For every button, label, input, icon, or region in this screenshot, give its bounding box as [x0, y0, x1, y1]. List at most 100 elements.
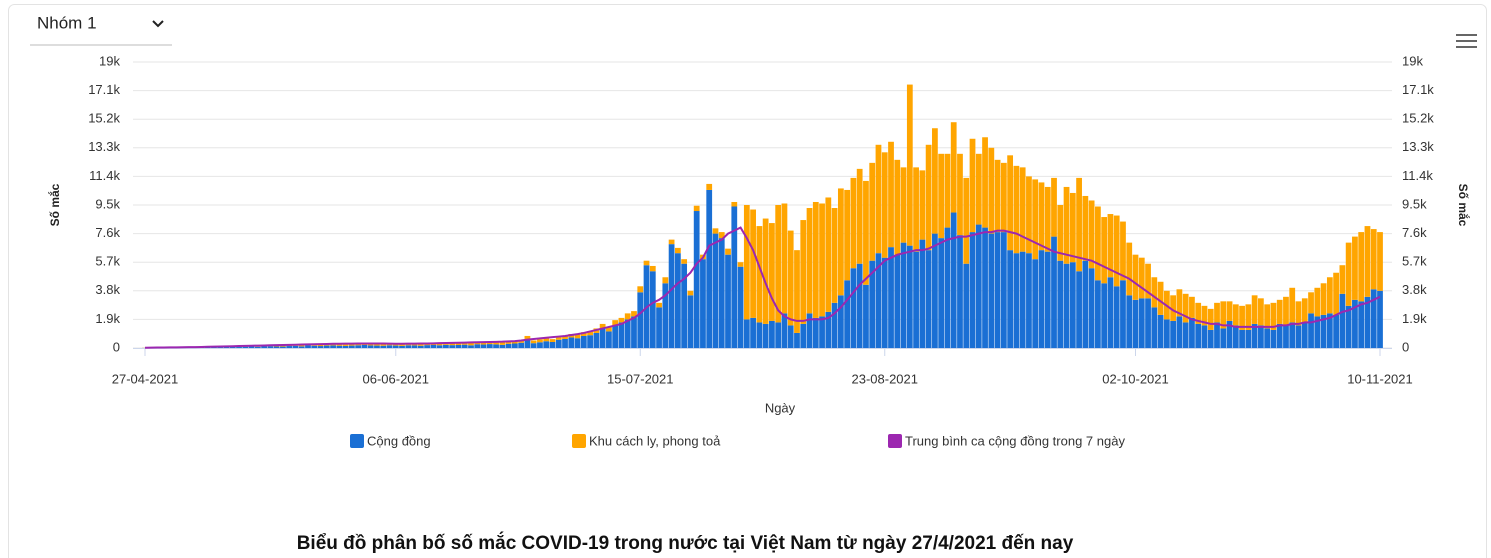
- bar: [336, 345, 343, 348]
- bar: [1000, 232, 1007, 348]
- bar: [825, 311, 832, 348]
- bar: [1069, 192, 1076, 263]
- bar: [982, 137, 988, 228]
- bar: [637, 292, 644, 348]
- bar: [1314, 287, 1321, 317]
- y-tick-label: 17.1k: [88, 82, 120, 97]
- bar: [606, 331, 612, 348]
- bar: [543, 338, 550, 342]
- dropdown-chevron[interactable]: [152, 20, 164, 28]
- bar: [606, 326, 612, 332]
- bar: [1126, 295, 1133, 348]
- bar: [1032, 179, 1039, 260]
- bar: [1107, 214, 1114, 278]
- bar: [342, 344, 349, 346]
- bar: [1095, 206, 1101, 281]
- bar: [1082, 195, 1089, 261]
- bar: [499, 342, 506, 345]
- bar: [1201, 305, 1208, 326]
- bar: [957, 153, 963, 236]
- bar: [1195, 302, 1202, 324]
- dropdown-label[interactable]: Nhóm 1: [37, 13, 97, 32]
- bar: [417, 343, 424, 346]
- bar: [392, 345, 399, 348]
- bar: [668, 239, 675, 245]
- bar: [1264, 304, 1271, 329]
- bar: [305, 345, 311, 348]
- bar: [1101, 217, 1108, 284]
- bar: [649, 265, 656, 272]
- bar: [856, 263, 863, 348]
- bar: [1013, 253, 1020, 348]
- bar: [486, 344, 493, 348]
- bar: [1007, 155, 1014, 251]
- y2-tick-label: 13.3k: [1402, 139, 1434, 154]
- bar: [881, 257, 888, 348]
- bar: [574, 334, 581, 339]
- bar: [468, 343, 474, 346]
- bar: [994, 159, 1001, 233]
- bar: [1258, 298, 1264, 326]
- bar: [348, 345, 355, 348]
- bar: [900, 242, 907, 348]
- bar: [1264, 328, 1271, 348]
- bar: [637, 286, 644, 293]
- bar: [411, 345, 418, 348]
- y-tick-label: 5.7k: [95, 254, 120, 269]
- bar: [1176, 289, 1183, 317]
- bar: [950, 122, 957, 213]
- bar: [787, 230, 794, 326]
- bar: [662, 283, 669, 348]
- bar: [1088, 268, 1095, 348]
- bar: [273, 346, 280, 348]
- bar: [800, 323, 807, 348]
- bar: [1000, 162, 1007, 233]
- bar: [1245, 329, 1252, 348]
- bar: [756, 322, 763, 348]
- bar: [549, 339, 556, 342]
- bar: [825, 197, 832, 312]
- bar: [1270, 302, 1277, 330]
- bar: [668, 244, 675, 348]
- bar: [1364, 226, 1371, 297]
- x-axis-title: Ngày: [765, 400, 796, 415]
- bar: [1026, 176, 1032, 254]
- bar: [1057, 205, 1064, 261]
- menu-icon[interactable]: [1456, 34, 1477, 48]
- y-tick-label: 1.9k: [95, 311, 120, 326]
- bar: [743, 205, 750, 320]
- bar: [1151, 277, 1158, 308]
- bar: [787, 325, 794, 348]
- bar: [480, 342, 487, 345]
- bar: [311, 345, 318, 348]
- bar: [399, 345, 405, 348]
- bar: [342, 345, 349, 348]
- bar: [988, 233, 995, 348]
- bar: [355, 345, 362, 348]
- bar: [725, 248, 731, 255]
- bar: [405, 345, 412, 348]
- bar: [217, 347, 224, 348]
- y2-tick-label: 19k: [1402, 53, 1423, 68]
- y-tick-label: 13.3k: [88, 139, 120, 154]
- y-axis-title: Số mắc: [47, 183, 62, 226]
- legend-swatch: [572, 434, 586, 448]
- x-tick-label: 27-04-2021: [112, 371, 179, 386]
- bar: [1189, 296, 1195, 318]
- bar: [963, 177, 970, 264]
- bar: [718, 232, 725, 239]
- bar: [762, 323, 769, 348]
- y2-tick-label: 3.8k: [1402, 282, 1427, 297]
- bar: [417, 345, 424, 348]
- bar: [881, 152, 888, 258]
- bar: [863, 284, 869, 348]
- bar: [599, 323, 606, 329]
- bar: [1038, 182, 1045, 251]
- bar: [1220, 328, 1227, 348]
- y-tick-label: 19k: [99, 53, 120, 68]
- bar: [1044, 251, 1051, 348]
- bar: [317, 346, 324, 348]
- bar: [1377, 290, 1383, 348]
- bar: [1026, 253, 1032, 348]
- bar: [906, 84, 913, 246]
